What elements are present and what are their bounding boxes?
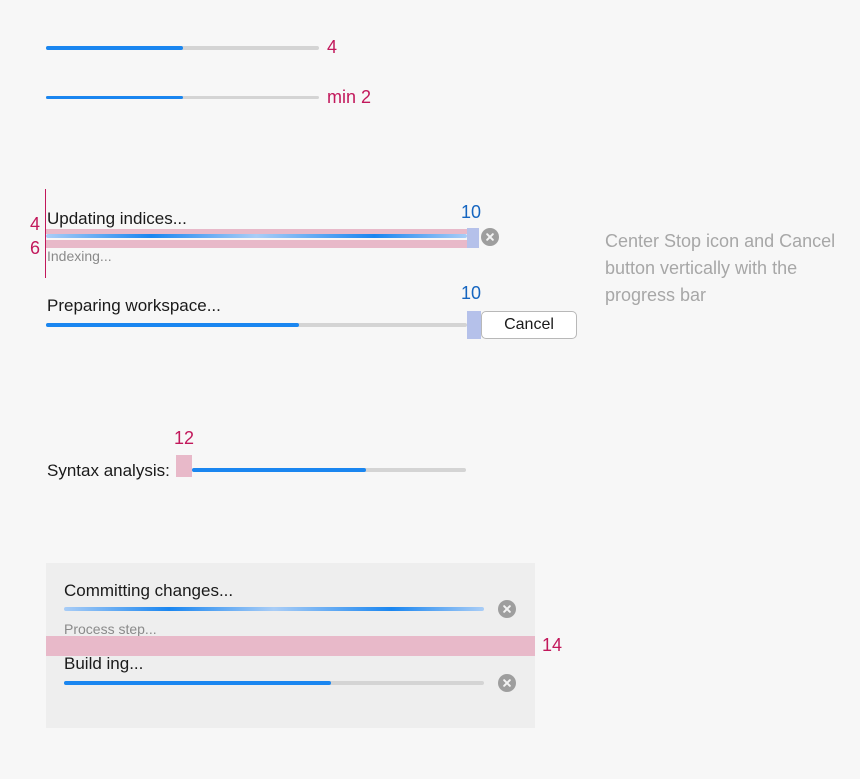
gap-annotation: 10 (461, 202, 482, 222)
gap-highlight (467, 311, 481, 339)
gap-annotation: 10 (461, 283, 482, 303)
spacing-highlight-bottom (46, 240, 467, 248)
committing-title: Committing changes... (64, 581, 234, 600)
spacing-annotation-top: 4 (30, 214, 41, 234)
stop-icon[interactable] (481, 228, 499, 246)
spacing-annotation-bottom: 6 (30, 238, 41, 258)
committing-subtitle: Process step... (64, 621, 157, 637)
progress-bar-fill (46, 323, 299, 327)
updating-subtitle: Indexing... (47, 248, 112, 264)
spacing-highlight-top (46, 229, 467, 234)
updating-title: Updating indices... (47, 209, 187, 228)
gap-annotation: 12 (174, 428, 195, 448)
min-thickness-annotation: min 2 (327, 87, 372, 107)
thickness-annotation: 4 (327, 37, 338, 57)
progress-bar-thin (46, 96, 319, 99)
spacing-guide-line (45, 189, 46, 278)
syntax-label: Syntax analysis: (47, 461, 170, 480)
guideline-note: Center Stop icon and Cancel button verti… (605, 231, 836, 305)
indeterminate-progress-bar (46, 234, 467, 238)
preparing-title: Preparing workspace... (47, 296, 221, 315)
progress-bar-fill (46, 96, 183, 99)
stop-icon[interactable] (498, 600, 516, 618)
gap-highlight (176, 455, 192, 477)
progress-bar (64, 681, 484, 685)
building-title: Build ing... (64, 654, 144, 673)
stop-icon[interactable] (498, 674, 516, 692)
progress-bar-fill (192, 468, 366, 472)
spacing-annotation: 14 (542, 635, 563, 655)
cancel-button[interactable]: Cancel (481, 311, 577, 339)
progress-bar-fill (46, 46, 183, 50)
progress-bar (46, 323, 467, 327)
progress-bar-thick (46, 46, 319, 50)
spacing-highlight (46, 636, 535, 656)
progress-bar (192, 468, 466, 472)
indeterminate-progress-bar (64, 607, 484, 611)
progress-bar-fill (64, 681, 331, 685)
gap-highlight (467, 228, 479, 248)
